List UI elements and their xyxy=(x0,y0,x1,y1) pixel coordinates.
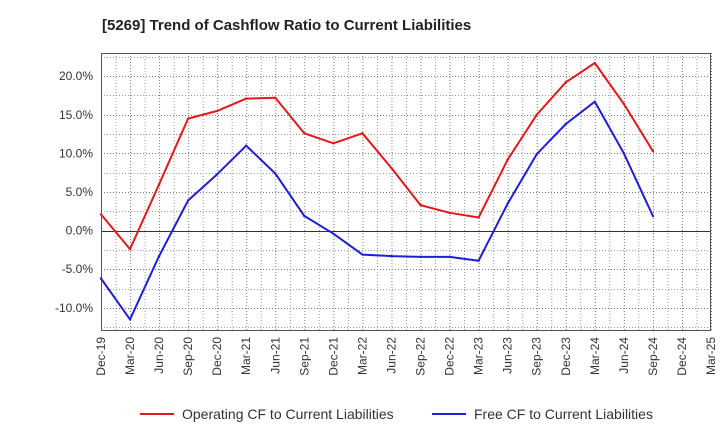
series-1-point xyxy=(477,216,480,219)
series-1-point xyxy=(448,211,451,215)
series-1-point xyxy=(215,109,219,113)
y-tick-label: 5.0% xyxy=(66,185,94,199)
series-1-point xyxy=(622,102,626,106)
x-tick-label: Mar-24 xyxy=(588,337,602,375)
series-2-point xyxy=(535,152,538,156)
series-2-point xyxy=(564,122,567,126)
y-tick-label: 20.0% xyxy=(59,69,93,83)
series-1-point xyxy=(506,158,509,161)
series-line-2 xyxy=(100,100,654,321)
series-1-point xyxy=(390,166,393,170)
x-tick-label: Mar-20 xyxy=(123,337,137,375)
y-tick-label: -10.0% xyxy=(55,301,93,315)
x-tick-label: Dec-24 xyxy=(675,337,689,376)
x-tick-label: Dec-19 xyxy=(94,337,108,376)
series-2-point xyxy=(99,277,103,280)
series-1-point xyxy=(535,113,538,116)
series-2-point xyxy=(651,214,655,218)
series-2-point xyxy=(128,318,132,321)
series-1-point xyxy=(419,203,422,207)
y-tick-label: -5.0% xyxy=(62,262,94,276)
x-tick-label: Sep-20 xyxy=(181,337,195,376)
series-2-point xyxy=(215,173,219,176)
series-1-point xyxy=(332,142,335,145)
x-tick-label: Mar-23 xyxy=(472,337,486,375)
series-1-point xyxy=(564,81,567,84)
x-tick-label: Jun-23 xyxy=(501,337,515,374)
legend-label-1: Operating CF to Current Liabilities xyxy=(182,406,394,422)
series-1-point xyxy=(593,61,597,65)
x-tick-label: Sep-21 xyxy=(297,337,311,376)
series-2-point xyxy=(622,152,626,155)
series-1-point xyxy=(128,247,132,251)
x-tick-label: Dec-20 xyxy=(210,337,224,376)
y-tick-label: 15.0% xyxy=(59,108,93,122)
series-2-point xyxy=(274,172,277,175)
series-2-point xyxy=(390,254,393,258)
x-tick-label: Mar-21 xyxy=(239,337,253,375)
x-tick-label: Sep-23 xyxy=(530,337,544,376)
x-tick-label: Mar-22 xyxy=(355,337,369,375)
series-1-point xyxy=(157,183,161,186)
series-2-point xyxy=(448,255,451,259)
series-1-point xyxy=(99,213,103,216)
series-2-point xyxy=(593,100,597,103)
series-1-point xyxy=(274,96,277,99)
x-tick-label: Dec-23 xyxy=(559,337,573,376)
series-1-point xyxy=(361,132,364,135)
series-2-point xyxy=(186,199,190,202)
series-2-point xyxy=(332,232,335,235)
x-tick-label: Jun-24 xyxy=(617,337,631,374)
chart-title: [5269] Trend of Cashflow Ratio to Curren… xyxy=(102,17,471,34)
x-tick-label: Jun-20 xyxy=(152,337,166,374)
series-2-point xyxy=(419,255,422,259)
series-2-point xyxy=(361,253,364,256)
x-tick-label: Dec-21 xyxy=(326,337,340,376)
x-tick-label: Jun-22 xyxy=(384,337,398,374)
series-1-point xyxy=(245,97,248,100)
series-2-point xyxy=(506,202,509,205)
series-2-point xyxy=(477,259,480,262)
x-tick-label: Dec-22 xyxy=(443,337,457,376)
plot-border xyxy=(101,53,711,331)
series-1-point xyxy=(186,117,190,120)
series-1-point xyxy=(651,149,655,153)
plot-area: 20.0% 15.0% 10.0% 5.0% 0.0% -5.0% -10.0% Dec-19… xyxy=(55,53,718,376)
legend-label-2: Free CF to Current Liabilities xyxy=(474,406,653,422)
series-2-point xyxy=(157,254,161,258)
series-1-point xyxy=(303,132,306,135)
series-2-point xyxy=(303,214,306,218)
x-tick-label: Sep-24 xyxy=(646,337,660,376)
series-line-1 xyxy=(100,62,654,251)
legend: Operating CF to Current Liabilities Free … xyxy=(140,406,653,422)
x-tick-label: Sep-22 xyxy=(414,337,428,376)
x-tick-label: Jun-21 xyxy=(268,337,282,374)
y-tick-label: 0.0% xyxy=(66,224,94,238)
series-2-point xyxy=(245,144,248,147)
x-tick-label: Mar-25 xyxy=(704,337,718,375)
y-tick-label: 10.0% xyxy=(59,146,93,160)
